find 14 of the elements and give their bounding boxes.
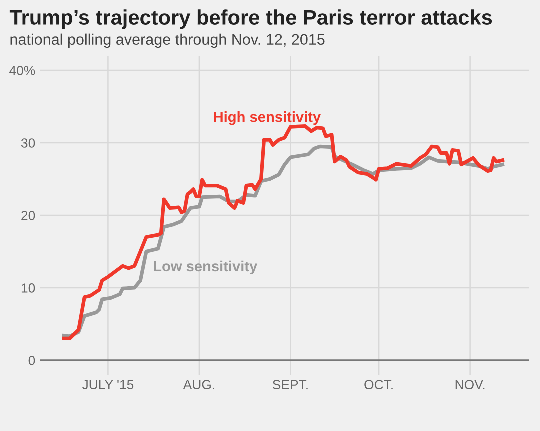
y-tick-label: 10 — [22, 284, 36, 293]
x-tick-label: AUG. — [183, 380, 214, 390]
x-tick-label: NOV. — [456, 380, 485, 390]
x-tick-label: JULY '15 — [82, 380, 134, 390]
series-label: Low sensitivity — [154, 260, 258, 274]
series-label: High sensitivity — [214, 112, 321, 126]
y-tick-label: 30 — [21, 138, 36, 148]
chart-subtitle: national polling average through Nov. 12, 2015 — [10, 34, 325, 48]
x-tick-label: OCT. — [364, 380, 393, 390]
y-tick-label: 20 — [22, 211, 36, 220]
x-tick-label: SEPT. — [273, 380, 308, 390]
chart-title: Trump’s trajectory before the Paris terror attacks — [10, 10, 492, 30]
y-tick-label: 40% — [10, 66, 36, 76]
y-tick-label: 0 — [28, 356, 36, 366]
